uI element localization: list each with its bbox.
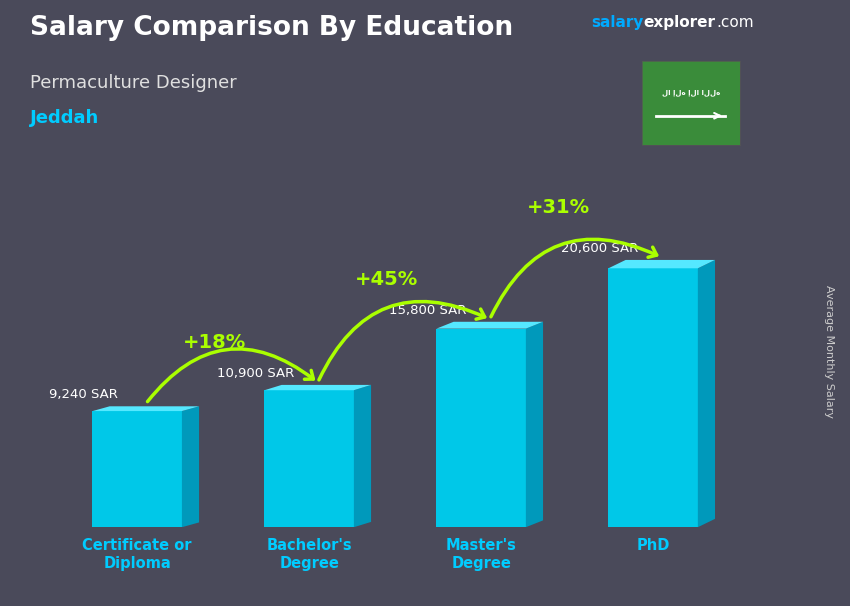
Text: +31%: +31% bbox=[527, 198, 590, 217]
Polygon shape bbox=[609, 260, 715, 268]
Text: Jeddah: Jeddah bbox=[30, 109, 99, 127]
Bar bbox=[93, 411, 182, 527]
Text: +45%: +45% bbox=[355, 270, 418, 289]
Text: explorer: explorer bbox=[643, 15, 716, 30]
Polygon shape bbox=[93, 406, 199, 411]
Polygon shape bbox=[182, 406, 199, 527]
Text: .com: .com bbox=[717, 15, 754, 30]
Text: Salary Comparison By Education: Salary Comparison By Education bbox=[30, 15, 513, 41]
Polygon shape bbox=[436, 322, 543, 328]
Text: 15,800 SAR: 15,800 SAR bbox=[389, 304, 467, 317]
Bar bbox=[264, 390, 354, 527]
Text: +18%: +18% bbox=[183, 333, 246, 352]
Bar bbox=[436, 328, 526, 527]
Text: 20,600 SAR: 20,600 SAR bbox=[561, 242, 638, 255]
Text: salary: salary bbox=[591, 15, 643, 30]
Polygon shape bbox=[526, 322, 543, 527]
Text: 9,240 SAR: 9,240 SAR bbox=[49, 388, 118, 401]
Text: لا إله إلا الله: لا إله إلا الله bbox=[661, 90, 720, 96]
Text: Permaculture Designer: Permaculture Designer bbox=[30, 74, 236, 92]
Polygon shape bbox=[264, 385, 371, 390]
Polygon shape bbox=[698, 260, 715, 527]
Text: Average Monthly Salary: Average Monthly Salary bbox=[824, 285, 834, 418]
Text: 10,900 SAR: 10,900 SAR bbox=[218, 367, 294, 380]
Polygon shape bbox=[354, 385, 371, 527]
Bar bbox=[609, 268, 698, 527]
